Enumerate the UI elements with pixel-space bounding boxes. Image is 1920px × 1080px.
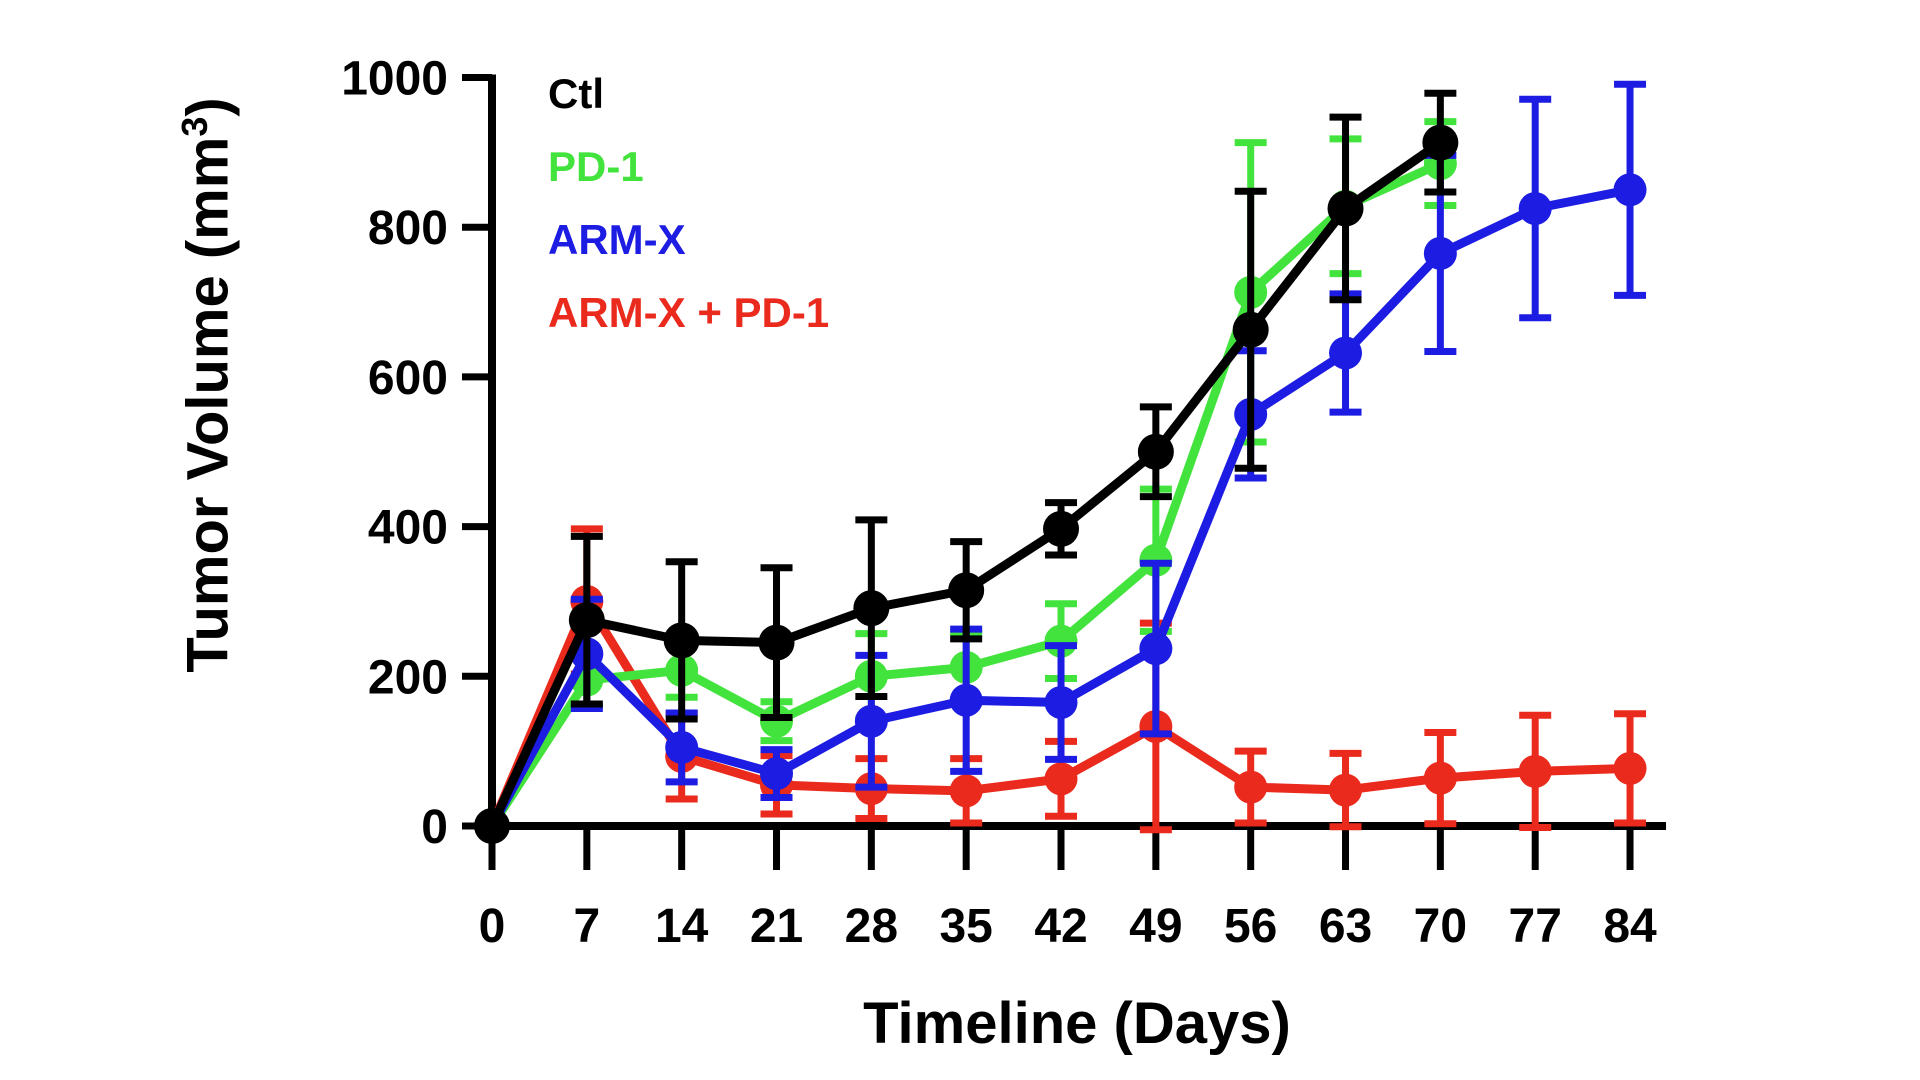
series-arm-x [475, 80, 1647, 843]
series-ctl [474, 89, 1459, 844]
data-point [1044, 685, 1078, 719]
x-axis-title: Timeline (Days) [863, 991, 1291, 1056]
x-tick-label: 42 [1034, 900, 1087, 953]
data-point [949, 774, 983, 808]
x-tick-label: 21 [750, 900, 803, 953]
x-tick-label: 77 [1509, 900, 1562, 953]
x-tick-label: 63 [1319, 900, 1372, 953]
data-point [949, 683, 983, 717]
x-tick-label: 49 [1129, 900, 1182, 953]
data-point [1044, 762, 1078, 796]
data-point [1518, 191, 1552, 225]
data-point [665, 730, 699, 764]
data-point [760, 757, 794, 791]
data-point [1043, 510, 1080, 547]
legend-item-ctl: Ctl [548, 70, 604, 117]
legend-item-armx: ARM-X [548, 216, 686, 263]
y-tick-label: 400 [368, 502, 448, 555]
x-tick-label: 28 [845, 900, 898, 953]
x-tick-label: 56 [1224, 900, 1277, 953]
data-point [1137, 433, 1174, 470]
x-tick-label: 0 [479, 900, 506, 953]
data-point [760, 704, 794, 738]
x-tick-label: 7 [573, 900, 600, 953]
x-tick-label: 14 [655, 900, 709, 953]
data-point [1518, 754, 1552, 788]
data-point [1139, 632, 1173, 666]
data-point [1423, 236, 1457, 270]
data-point [1329, 336, 1363, 370]
data-point [663, 622, 700, 659]
x-tick-label: 35 [939, 900, 992, 953]
data-point [1232, 311, 1269, 348]
data-point [853, 590, 890, 627]
data-point [1613, 173, 1647, 207]
data-point [1329, 773, 1363, 807]
data-point [758, 624, 795, 661]
data-point [1613, 751, 1647, 785]
y-tick-label: 1000 [341, 53, 448, 106]
data-point [948, 572, 985, 609]
data-point [1422, 124, 1459, 161]
data-point [1044, 624, 1078, 658]
data-point [1423, 761, 1457, 795]
data-point [474, 808, 510, 844]
data-point [1234, 770, 1268, 804]
data-point [1327, 190, 1364, 227]
x-tick-label: 84 [1603, 900, 1657, 953]
legend-item-pd1: PD-1 [548, 143, 644, 190]
y-tick-label: 600 [368, 352, 448, 405]
data-point [854, 704, 888, 738]
x-tick-label: 70 [1414, 900, 1467, 953]
data-point [568, 602, 605, 639]
legend: Ctl PD-1 ARM-X ARM-X + PD-1 [548, 64, 829, 356]
y-tick-label: 800 [368, 202, 448, 255]
y-tick-label: 0 [421, 801, 448, 854]
y-tick-label: 200 [368, 651, 448, 704]
legend-item-armx-pd1: ARM-X + PD-1 [548, 289, 830, 336]
